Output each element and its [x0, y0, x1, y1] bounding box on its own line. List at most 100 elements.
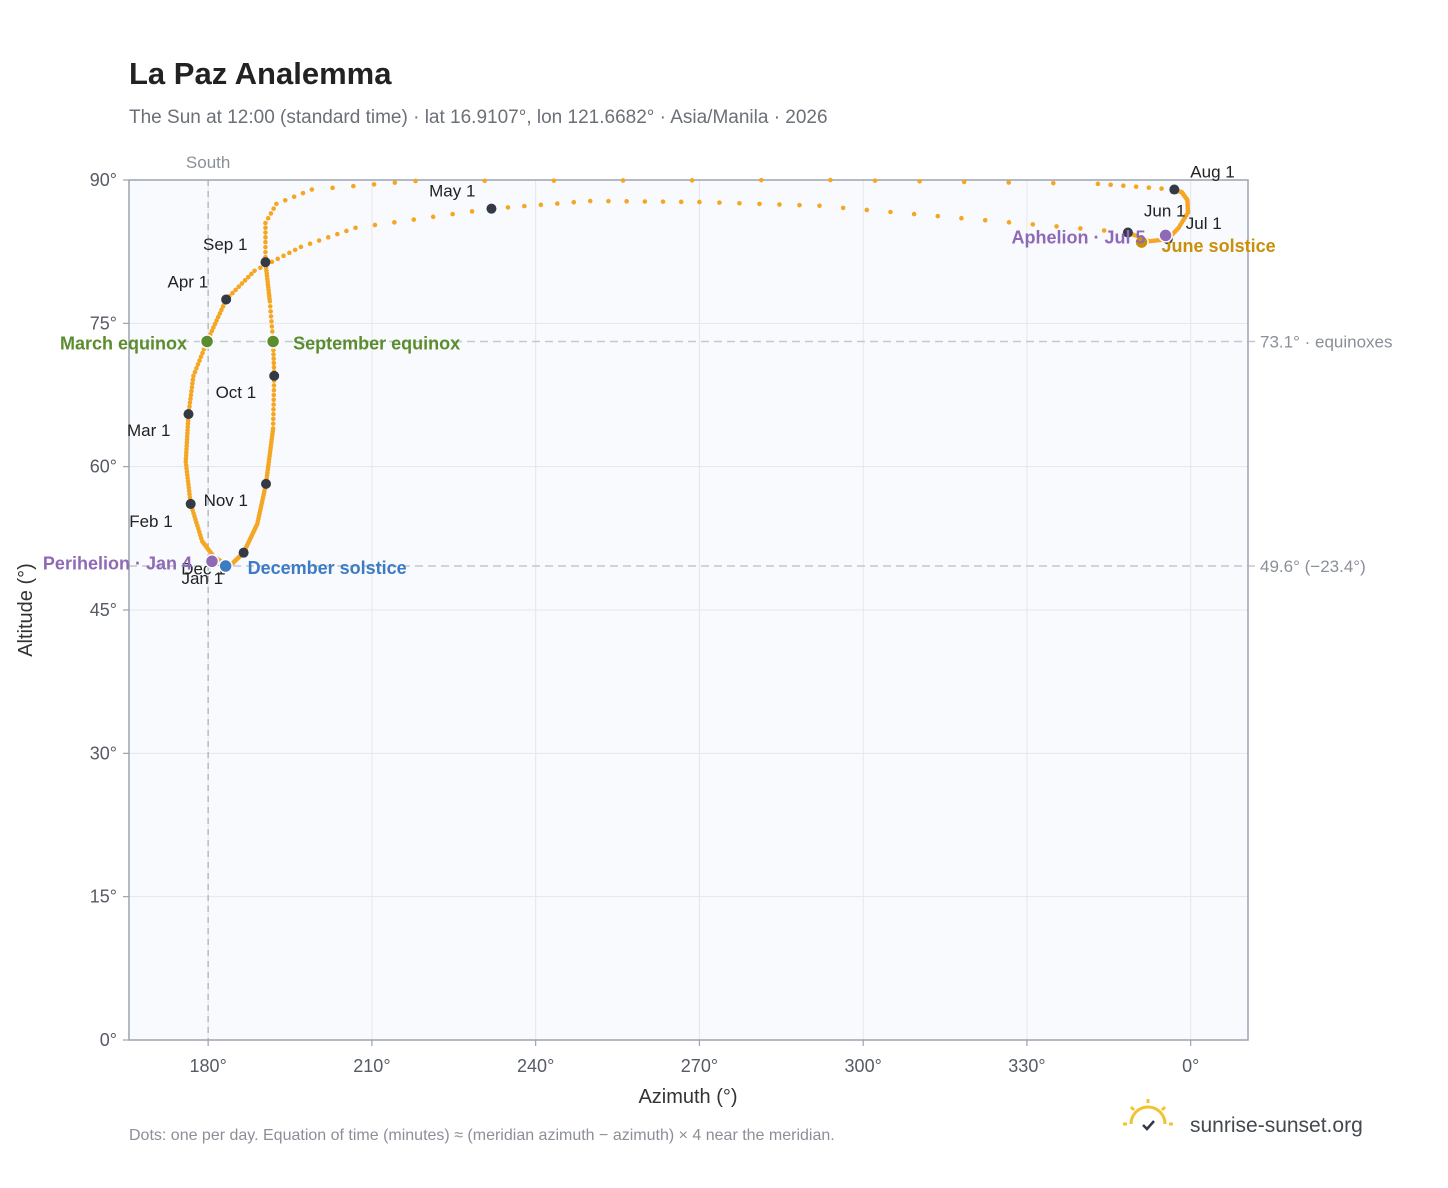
daily-dot [758, 177, 764, 183]
chart-title: La Paz Analemma [129, 56, 392, 91]
daily-dot [372, 222, 378, 228]
event-marker [204, 554, 220, 569]
event-label: March equinox [60, 333, 187, 353]
month-marker [260, 257, 271, 268]
daily-dot [191, 373, 196, 379]
daily-dot [522, 203, 527, 209]
daily-dot [413, 178, 418, 184]
daily-dot [316, 238, 322, 243]
daily-dot [482, 178, 488, 184]
month-marker [1169, 184, 1180, 195]
daily-dot [188, 392, 194, 398]
daily-dot [620, 178, 626, 183]
axis-ticks: 0° 15° 30° 45° 60° 75° 90° 180° 210° 240° 270° 300°… [90, 170, 1200, 1076]
daily-dot [271, 364, 277, 370]
month-label: Jan 1 [181, 569, 223, 588]
daily-dot [187, 404, 192, 409]
event-marker [199, 334, 215, 349]
daily-dot [538, 202, 544, 208]
daily-dot [469, 209, 475, 214]
daily-dot [269, 324, 275, 329]
daily-dot [268, 211, 274, 216]
daily-dot [737, 200, 742, 206]
daily-dot [330, 185, 335, 191]
daily-dot [797, 202, 802, 208]
daily-dot [269, 319, 274, 324]
daily-dot [307, 241, 313, 247]
daily-dot [911, 211, 917, 217]
daily-dot [344, 228, 349, 234]
daily-dot [840, 205, 846, 211]
daily-dot [269, 259, 275, 265]
daily-dot [606, 198, 611, 204]
y-tick-label: 90° [90, 170, 117, 190]
daily-dot [267, 304, 273, 309]
x-tick-label: 210° [353, 1056, 390, 1076]
month-marker [486, 203, 497, 214]
event-label: Perihelion · Jan 4 [43, 553, 192, 573]
month-marker [269, 370, 280, 381]
daily-dot [411, 217, 417, 222]
daily-dot [505, 205, 511, 210]
event-label: December solstice [248, 558, 407, 578]
chart-subtitle: The Sun at 12:00 (standard time) · lat 1… [129, 107, 828, 128]
daily-dot [220, 304, 226, 309]
daily-dot [961, 179, 967, 185]
daily-dot [265, 215, 271, 221]
y-tick-label: 15° [90, 887, 117, 907]
x-tick-label: 270° [681, 1056, 718, 1076]
event-label: Aphelion · Jul 5 [1012, 227, 1146, 247]
daily-dot [217, 311, 223, 316]
daily-dot [935, 213, 941, 219]
daily-dot [392, 180, 398, 185]
daily-dot [371, 182, 377, 187]
y-tick-label: 75° [90, 313, 117, 333]
daily-dot [271, 397, 277, 403]
daily-dot [236, 284, 242, 290]
month-label: Apr 1 [168, 272, 209, 291]
daily-dot [351, 183, 356, 189]
daily-dot [239, 281, 245, 286]
event-markers: March equinox September equinox December s… [43, 227, 1276, 578]
month-label: Aug 1 [1190, 163, 1234, 182]
event-label: June solstice [1162, 236, 1276, 256]
daily-dot [392, 220, 397, 225]
daily-dot [353, 225, 358, 231]
daily-dot [1121, 183, 1126, 189]
x-tick-label: 0° [1182, 1056, 1199, 1076]
daily-dot [1101, 228, 1107, 233]
daily-dot [188, 396, 193, 402]
daily-dot [678, 199, 684, 205]
month-marker [261, 478, 272, 489]
daily-dot [258, 265, 263, 271]
reference-line-label: 49.6° (−23.4°) [1260, 557, 1366, 576]
daily-dot [624, 199, 629, 204]
daily-dot [291, 194, 297, 200]
footnote: Dots: one per day. Equation of time (min… [129, 1127, 835, 1144]
daily-dot [197, 358, 202, 363]
daily-dot [287, 250, 292, 256]
daily-dot [1078, 226, 1083, 231]
daily-dot [282, 198, 288, 203]
daily-dot [551, 178, 557, 183]
daily-dot [189, 388, 194, 394]
daily-dot [1108, 182, 1113, 188]
daily-dot [271, 392, 277, 398]
month-marker [183, 409, 194, 420]
daily-dot [292, 247, 298, 253]
daily-dot [271, 402, 276, 407]
daily-dot [263, 230, 268, 235]
daily-dot [268, 309, 273, 314]
daily-dot [959, 215, 964, 221]
daily-dot [270, 421, 276, 426]
daily-dot [211, 325, 216, 330]
brand-name: sunrise-sunset.org [1190, 1114, 1363, 1137]
month-label: Oct 1 [216, 383, 257, 402]
daily-dot [450, 211, 455, 217]
meridian-label: South [186, 153, 230, 172]
daily-dot [242, 278, 248, 283]
daily-dot [263, 225, 268, 231]
daily-dot [660, 199, 666, 204]
daily-dot [187, 400, 193, 405]
